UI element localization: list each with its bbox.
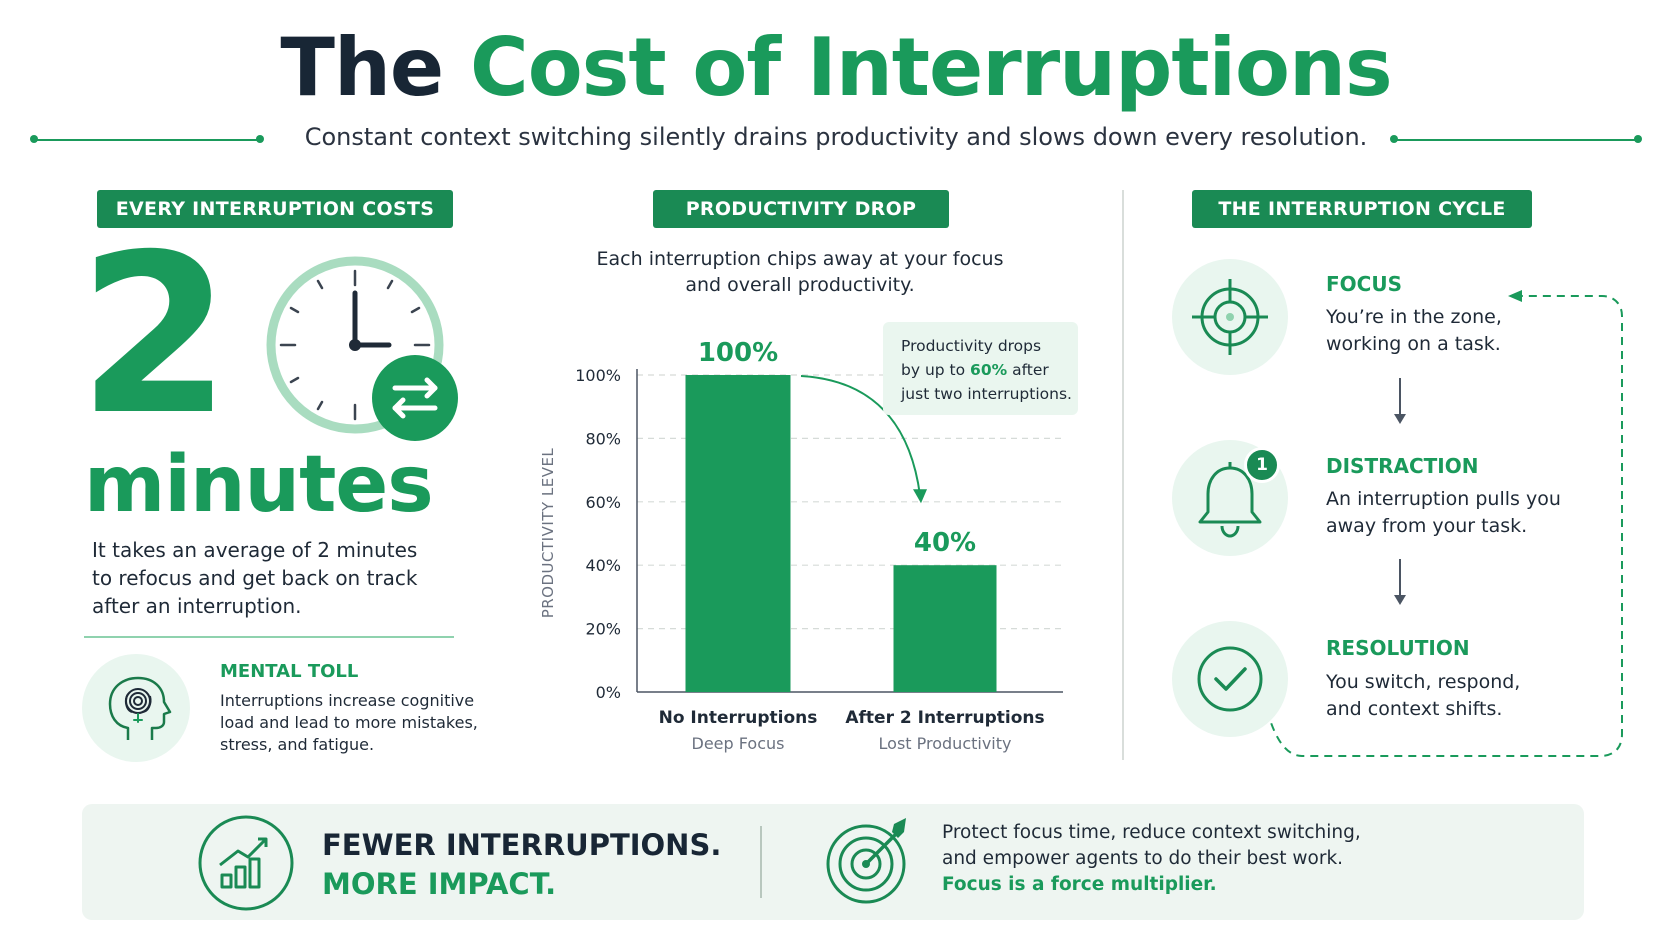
step-text-distraction: An interruption pulls you away from your… [1326,486,1561,540]
big-number: 2 [78,207,231,463]
y-tick-label: 80% [585,429,621,448]
column-divider [1122,190,1124,760]
mental-toll-line: Interruptions increase cognitive [220,691,475,710]
y-tick-label: 60% [585,493,621,512]
cycle-return-arrow [1266,290,1623,757]
bar-value-label: 100% [698,338,778,368]
step-line: You switch, respond, [1326,671,1521,693]
section-pill-interruption-costs: EVERY INTERRUPTION COSTS [97,190,453,228]
description-line: to refocus and get back on track [92,566,418,590]
banner-headline: FEWER INTERRUPTIONS. MORE IMPACT. [322,826,721,904]
notification-badge: 1 [1244,447,1280,483]
section-pill-productivity-drop: PRODUCTIVITY DROP [653,190,949,228]
y-tick-label: 0% [596,683,621,702]
description-line: after an interruption. [92,594,302,618]
divider [84,636,454,638]
head-brain-icon [82,654,190,762]
x-category-sublabel: Lost Productivity [879,734,1012,753]
y-tick-label: 100% [575,366,621,385]
decor-dot-left-inner [256,135,264,143]
mental-toll-title: MENTAL TOLL [220,661,359,682]
callout-highlight: 60% [970,361,1008,379]
refocus-description: It takes an average of 2 minutes to refo… [92,536,418,620]
banner-line-3: Focus is a force multiplier. [942,874,1217,895]
banner-headline-2: MORE IMPACT. [322,867,557,901]
mental-toll-line: load and lead to more mistakes, [220,713,478,732]
mental-toll-line: stress, and fatigue. [220,735,375,754]
step-line: An interruption pulls you [1326,488,1561,510]
chart-intro: Each interruption chips away at your foc… [540,246,1060,298]
step-text-resolution: You switch, respond, and context shifts. [1326,669,1520,723]
target-arrow-icon [820,810,920,910]
big-number-unit: minutes [84,440,434,530]
description-line: It takes an average of 2 minutes [92,538,418,562]
decor-dot-right [1634,135,1642,143]
callout-line-3: just two interruptions. [901,385,1072,403]
mental-toll-text: Interruptions increase cognitive load an… [220,690,478,756]
productivity-callout: Productivity drops by up to 60% after ju… [883,322,1078,415]
growth-chart-icon [196,813,296,913]
bottom-banner [82,804,1584,920]
step-line: and context shifts. [1326,698,1503,720]
x-category-sublabel: Deep Focus [692,734,785,753]
page-subtitle: Constant context switching silently drai… [304,123,1368,151]
title-part-1: The [280,21,444,114]
drop-arrow [800,375,921,496]
arrow-down-icon [1394,378,1406,424]
title-part-2: Cost of Interruptions [470,21,1393,114]
step-title-resolution: RESOLUTION [1326,636,1470,660]
chart-intro-line: Each interruption chips away at your foc… [596,248,1004,270]
banner-message: Protect focus time, reduce context switc… [942,820,1361,898]
y-axis-title: PRODUCTIVITY LEVEL [539,448,557,619]
y-tick-label: 20% [585,620,621,639]
target-icon [1172,259,1288,375]
callout-line-2: by up to 60% after [901,361,1049,379]
check-circle-icon [1172,621,1288,737]
step-line: working on a task. [1326,333,1501,355]
decor-line-left [34,139,258,141]
step-title-distraction: DISTRACTION [1326,454,1479,478]
bar-value-label: 40% [914,528,976,558]
x-category-label: After 2 Interruptions [845,708,1044,728]
chart-intro-line: and overall productivity. [685,274,915,296]
x-category-label: No Interruptions [659,708,818,728]
bar [893,565,997,692]
banner-line-1: Protect focus time, reduce context switc… [942,822,1361,843]
step-line: You’re in the zone, [1326,306,1502,328]
banner-line-2: and empower agents to do their best work… [942,848,1344,869]
bar [685,375,791,692]
page-title: The Cost of Interruptions [0,20,1672,116]
step-title-focus: FOCUS [1326,272,1402,296]
banner-divider [760,826,762,898]
clock-icon [265,255,465,445]
step-line: away from your task. [1326,515,1528,537]
banner-headline-1: FEWER INTERRUPTIONS. [322,828,722,862]
callout-line-1: Productivity drops [901,337,1042,355]
section-pill-interruption-cycle: THE INTERRUPTION CYCLE [1192,190,1532,228]
step-text-focus: You’re in the zone, working on a task. [1326,304,1502,358]
decor-line-right [1394,139,1638,141]
y-tick-label: 40% [585,556,621,575]
drop-arrow-head [913,489,927,504]
arrow-down-icon [1394,559,1406,605]
